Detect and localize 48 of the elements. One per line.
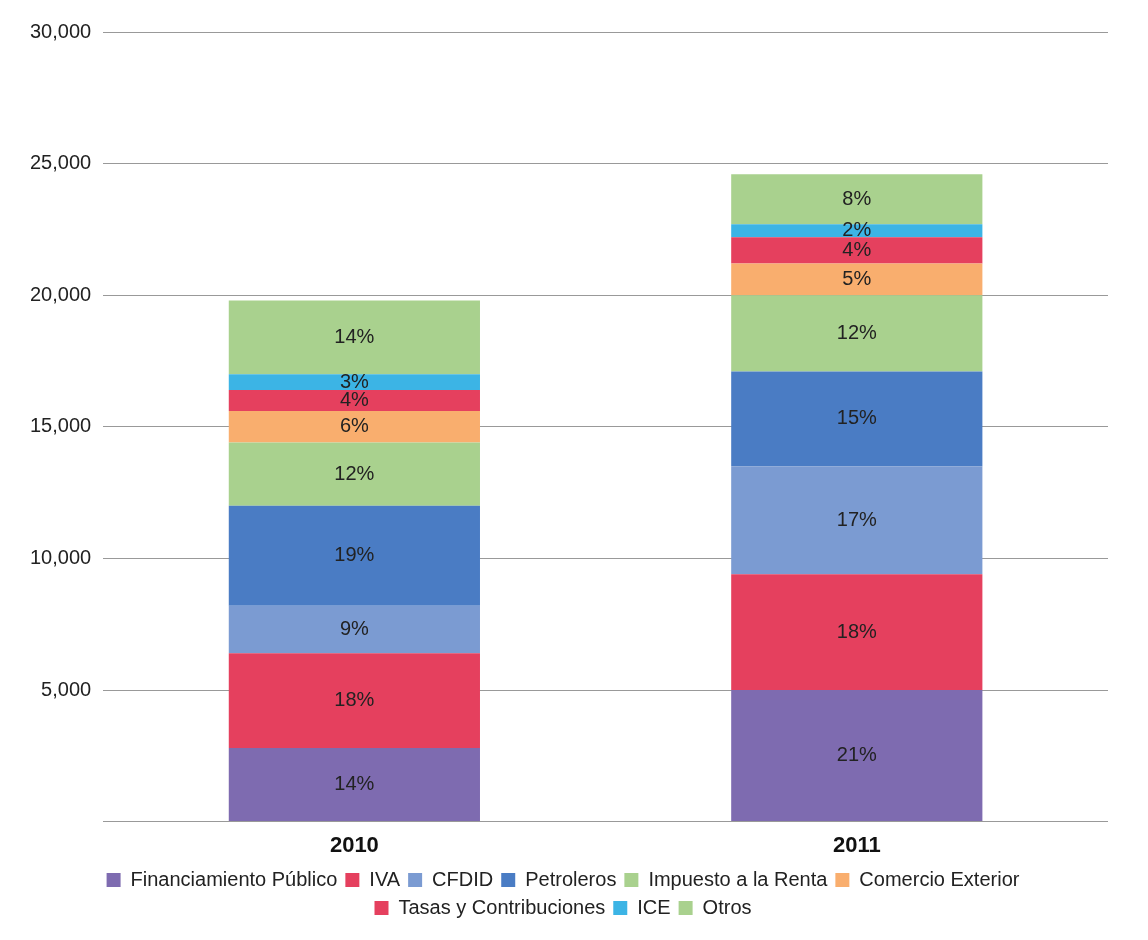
legend-label: Impuesto a la Renta: [648, 867, 829, 890]
annotation: 15%: [836, 406, 878, 429]
x-tick-label: 2010: [329, 831, 379, 857]
annotation: 14%: [334, 772, 375, 795]
annotation: 18%: [334, 688, 375, 711]
y-tick-label: 20,000: [30, 282, 92, 305]
bar: [228, 442, 480, 506]
bar: [731, 295, 983, 372]
bar: [228, 389, 480, 412]
annotation: 12%: [836, 320, 878, 343]
legend-label: Financiamiento Público: [130, 867, 338, 890]
legend-label: Comercio Exterior: [859, 867, 1020, 890]
y-tick-label: 25,000: [30, 151, 92, 174]
annotation: 6%: [339, 414, 370, 437]
legend-label: ICE: [637, 895, 671, 918]
y-tick-label: 15,000: [30, 414, 92, 437]
annotation: 8%: [842, 186, 872, 209]
annotation: 12%: [334, 461, 375, 484]
bar: [731, 263, 983, 296]
legend-label: Petroleros: [525, 867, 617, 890]
bar: [228, 374, 480, 390]
bar: [228, 653, 480, 748]
annotation: 14%: [334, 324, 375, 347]
y-tick-label: 5,000: [41, 677, 92, 700]
annotation: 9%: [339, 616, 370, 639]
legend-label: CFDID: [432, 867, 494, 890]
annotation: 18%: [836, 619, 878, 642]
bar: [731, 466, 983, 575]
bar: [228, 300, 480, 375]
bar: [731, 371, 983, 467]
bar: [228, 605, 480, 654]
bar: [228, 505, 480, 606]
y-tick-label: 10,000: [30, 545, 92, 568]
annotation: 19%: [334, 543, 375, 566]
bar: [731, 224, 983, 238]
bar: [731, 690, 983, 822]
annotation: 21%: [836, 743, 878, 766]
legend-label: Tasas y Contribuciones: [398, 895, 606, 918]
legend-label: Otros: [702, 895, 752, 918]
bar: [731, 237, 983, 264]
bar: [228, 747, 480, 822]
annotation: 5%: [842, 266, 872, 289]
y-tick-label: 30,000: [30, 19, 92, 42]
annotation: 17%: [836, 507, 878, 530]
bar: [731, 574, 983, 690]
legend-label: IVA: [369, 867, 401, 890]
bar: [228, 411, 480, 443]
x-tick-label: 2011: [832, 831, 881, 857]
